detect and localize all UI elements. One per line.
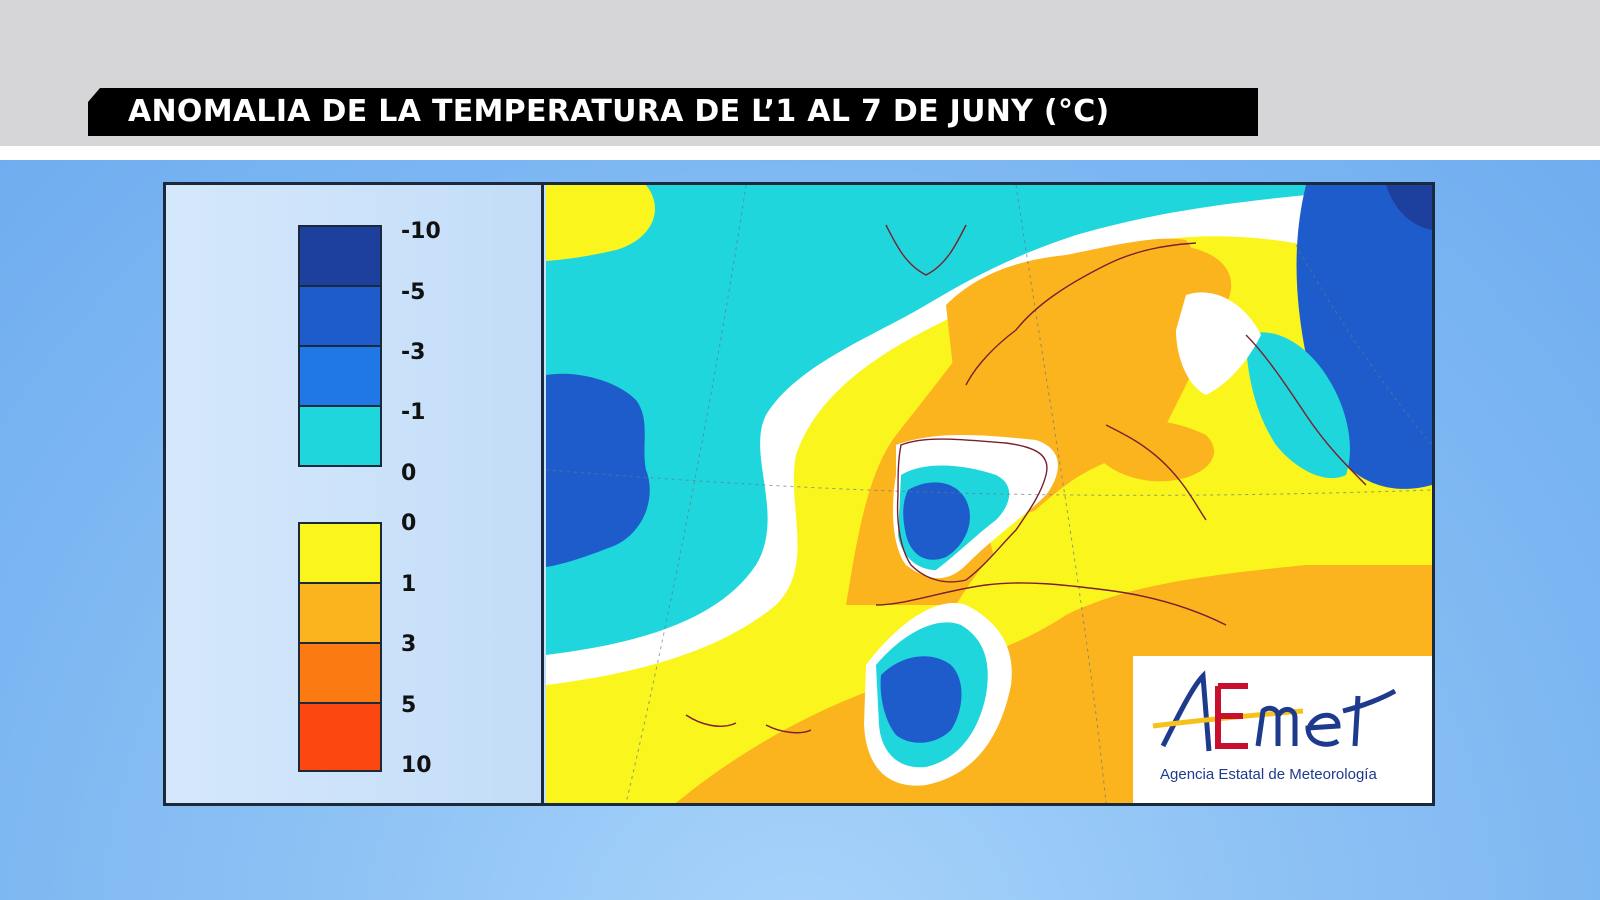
map-graticule [546, 185, 1432, 803]
legend-label-cold-2: -3 [401, 340, 426, 365]
anomaly-map [546, 185, 1432, 803]
coast-italy [1105, 424, 1207, 521]
coast-balkans [1245, 334, 1367, 486]
legend-label-cold-0: -10 [401, 219, 441, 244]
legend-label-cold-3: -1 [401, 400, 426, 425]
legend-swatch-cold-1 [298, 225, 382, 287]
legend-label-warm-0: 0 [401, 511, 417, 536]
map-yellow-med [986, 489, 1432, 582]
map-africa-blue [880, 656, 962, 743]
coast-britain [885, 224, 967, 276]
legend-swatch-warm-2 [298, 582, 382, 644]
aemet-logo [1152, 670, 1397, 752]
legend-swatch-cold-2 [298, 285, 382, 347]
legend-swatch-warm-3 [298, 642, 382, 704]
map-coastlines [685, 224, 1367, 734]
aemet-subtitle: Agencia Estatal de Meteorología [1160, 766, 1377, 783]
legend-label-warm-4: 10 [401, 753, 432, 778]
map-orange-italy [1101, 419, 1215, 482]
legend-swatch-warm-1 [298, 522, 382, 584]
map-iberia-blue [903, 482, 970, 560]
map-east-cyan [1246, 332, 1350, 479]
coast-canary-1 [685, 714, 737, 727]
legend-label-warm-2: 3 [401, 632, 417, 657]
map-atlantic-blue [546, 373, 650, 567]
map-east-white [1176, 292, 1261, 395]
legend-swatch-warm-4 [298, 702, 382, 772]
legend-label-warm-3: 5 [401, 693, 417, 718]
header-divider [0, 146, 1600, 160]
map-topleft-yellow [546, 185, 655, 261]
legend-swatch-cold-4 [298, 405, 382, 467]
legend-label-cold-1: -5 [401, 280, 426, 305]
map-orange-north [946, 238, 1197, 406]
coast-iberia [896, 438, 1048, 583]
graticule-parallel-1 [546, 469, 1432, 496]
aemet-logo-box [1133, 656, 1432, 803]
graticule-meridian-2 [1015, 185, 1107, 803]
legend-label-cold-4: 0 [401, 461, 417, 486]
coast-canary-2 [765, 724, 812, 734]
map-east-darkblue [1386, 185, 1432, 230]
coast-france [965, 242, 1197, 386]
title-bar [88, 88, 1258, 136]
coast-north-africa [875, 582, 1227, 626]
anomaly-map-svg [546, 185, 1432, 803]
page-title: ANOMALIA DE LA TEMPERATURA DE L’1 AL 7 D… [128, 94, 1110, 129]
graticule-meridian-3 [1295, 244, 1432, 446]
legend-label-warm-1: 1 [401, 572, 417, 597]
legend-swatch-cold-3 [298, 345, 382, 407]
